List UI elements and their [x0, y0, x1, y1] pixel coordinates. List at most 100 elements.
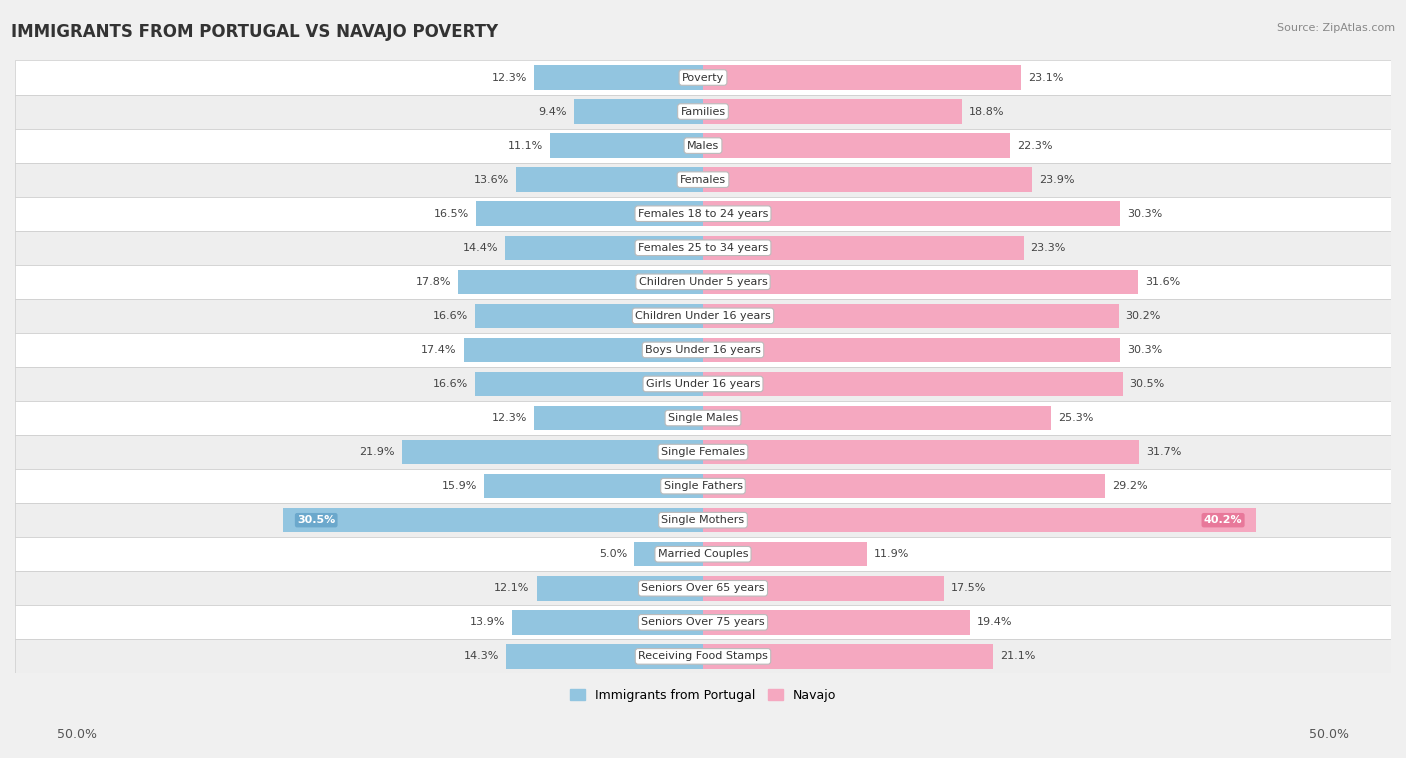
Text: 5.0%: 5.0%: [599, 550, 627, 559]
Bar: [284, 508, 703, 532]
FancyBboxPatch shape: [15, 61, 1391, 95]
Text: Females: Females: [681, 174, 725, 185]
FancyBboxPatch shape: [15, 503, 1391, 537]
FancyBboxPatch shape: [15, 129, 1391, 163]
Bar: [703, 440, 1139, 465]
Bar: [703, 542, 866, 566]
Text: 19.4%: 19.4%: [977, 617, 1012, 628]
Bar: [516, 168, 703, 192]
Text: Girls Under 16 years: Girls Under 16 years: [645, 379, 761, 389]
FancyBboxPatch shape: [15, 95, 1391, 129]
Bar: [458, 270, 703, 294]
FancyBboxPatch shape: [15, 163, 1391, 196]
FancyBboxPatch shape: [15, 401, 1391, 435]
Bar: [534, 406, 703, 431]
Text: 30.2%: 30.2%: [1125, 311, 1161, 321]
Text: 16.5%: 16.5%: [434, 208, 470, 219]
Bar: [634, 542, 703, 566]
FancyBboxPatch shape: [15, 606, 1391, 639]
Text: Children Under 16 years: Children Under 16 years: [636, 311, 770, 321]
Text: Single Mothers: Single Mothers: [661, 515, 745, 525]
Text: 23.3%: 23.3%: [1031, 243, 1066, 252]
Text: 30.3%: 30.3%: [1126, 208, 1161, 219]
Text: 9.4%: 9.4%: [538, 107, 567, 117]
Bar: [703, 474, 1105, 499]
Text: 15.9%: 15.9%: [441, 481, 477, 491]
Text: 21.1%: 21.1%: [1000, 651, 1036, 662]
Bar: [505, 236, 703, 260]
FancyBboxPatch shape: [15, 469, 1391, 503]
Text: 23.1%: 23.1%: [1028, 73, 1063, 83]
Text: Seniors Over 75 years: Seniors Over 75 years: [641, 617, 765, 628]
Text: 18.8%: 18.8%: [969, 107, 1004, 117]
Bar: [703, 236, 1024, 260]
Text: 13.6%: 13.6%: [474, 174, 509, 185]
Bar: [534, 65, 703, 89]
Bar: [703, 644, 993, 669]
Text: 17.4%: 17.4%: [422, 345, 457, 355]
Text: Married Couples: Married Couples: [658, 550, 748, 559]
Text: Females 25 to 34 years: Females 25 to 34 years: [638, 243, 768, 252]
Text: Males: Males: [688, 141, 718, 151]
Bar: [703, 508, 1256, 532]
Bar: [703, 202, 1121, 226]
Text: 22.3%: 22.3%: [1017, 141, 1052, 151]
Bar: [574, 99, 703, 124]
Text: IMMIGRANTS FROM PORTUGAL VS NAVAJO POVERTY: IMMIGRANTS FROM PORTUGAL VS NAVAJO POVER…: [11, 23, 498, 41]
Text: 12.3%: 12.3%: [492, 413, 527, 423]
Bar: [484, 474, 703, 499]
Text: 31.7%: 31.7%: [1146, 447, 1181, 457]
Text: 11.9%: 11.9%: [873, 550, 910, 559]
FancyBboxPatch shape: [15, 639, 1391, 673]
Bar: [703, 371, 1122, 396]
Text: Source: ZipAtlas.com: Source: ZipAtlas.com: [1277, 23, 1395, 33]
Bar: [703, 304, 1119, 328]
Text: 40.2%: 40.2%: [1204, 515, 1243, 525]
Text: Poverty: Poverty: [682, 73, 724, 83]
Text: 50.0%: 50.0%: [58, 728, 97, 741]
Text: 30.5%: 30.5%: [1129, 379, 1164, 389]
Bar: [703, 337, 1121, 362]
Text: 13.9%: 13.9%: [470, 617, 505, 628]
Text: 30.3%: 30.3%: [1126, 345, 1161, 355]
FancyBboxPatch shape: [15, 299, 1391, 333]
Text: Boys Under 16 years: Boys Under 16 years: [645, 345, 761, 355]
Bar: [703, 270, 1137, 294]
Text: Receiving Food Stamps: Receiving Food Stamps: [638, 651, 768, 662]
Text: 25.3%: 25.3%: [1057, 413, 1094, 423]
Bar: [475, 304, 703, 328]
Text: Single Females: Single Females: [661, 447, 745, 457]
Text: 29.2%: 29.2%: [1112, 481, 1147, 491]
FancyBboxPatch shape: [15, 435, 1391, 469]
Bar: [475, 371, 703, 396]
Text: Single Males: Single Males: [668, 413, 738, 423]
Text: 16.6%: 16.6%: [433, 379, 468, 389]
Bar: [703, 576, 943, 600]
Text: 23.9%: 23.9%: [1039, 174, 1074, 185]
FancyBboxPatch shape: [15, 333, 1391, 367]
FancyBboxPatch shape: [15, 537, 1391, 572]
Bar: [402, 440, 703, 465]
Text: 17.5%: 17.5%: [950, 584, 986, 594]
Bar: [464, 337, 703, 362]
Bar: [537, 576, 703, 600]
Legend: Immigrants from Portugal, Navajo: Immigrants from Portugal, Navajo: [565, 684, 841, 707]
Text: 12.1%: 12.1%: [495, 584, 530, 594]
Bar: [703, 99, 962, 124]
Text: Females 18 to 24 years: Females 18 to 24 years: [638, 208, 768, 219]
FancyBboxPatch shape: [15, 265, 1391, 299]
FancyBboxPatch shape: [15, 367, 1391, 401]
Text: Families: Families: [681, 107, 725, 117]
Bar: [703, 133, 1010, 158]
Text: Single Fathers: Single Fathers: [664, 481, 742, 491]
FancyBboxPatch shape: [15, 572, 1391, 606]
Bar: [477, 202, 703, 226]
Text: 30.5%: 30.5%: [297, 515, 335, 525]
Bar: [512, 610, 703, 634]
Bar: [703, 406, 1052, 431]
Text: 14.4%: 14.4%: [463, 243, 498, 252]
Text: 17.8%: 17.8%: [416, 277, 451, 287]
Bar: [550, 133, 703, 158]
Text: 16.6%: 16.6%: [433, 311, 468, 321]
Text: 21.9%: 21.9%: [360, 447, 395, 457]
